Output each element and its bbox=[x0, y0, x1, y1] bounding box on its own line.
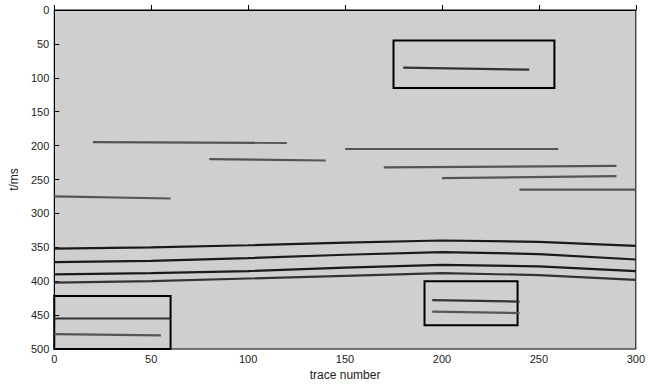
svg-text:100: 100 bbox=[31, 72, 49, 84]
svg-text:500: 500 bbox=[31, 343, 49, 355]
svg-text:150: 150 bbox=[31, 106, 49, 118]
svg-text:250: 250 bbox=[530, 353, 548, 365]
svg-text:350: 350 bbox=[31, 241, 49, 253]
svg-text:0: 0 bbox=[43, 4, 49, 16]
svg-text:250: 250 bbox=[31, 174, 49, 186]
svg-text:300: 300 bbox=[627, 353, 645, 365]
svg-text:50: 50 bbox=[37, 38, 49, 50]
svg-text:150: 150 bbox=[336, 353, 354, 365]
svg-text:300: 300 bbox=[31, 207, 49, 219]
svg-text:t/ms: t/ms bbox=[7, 168, 21, 191]
svg-text:200: 200 bbox=[31, 140, 49, 152]
svg-text:450: 450 bbox=[31, 309, 49, 321]
svg-text:100: 100 bbox=[239, 353, 257, 365]
svg-text:0: 0 bbox=[51, 353, 57, 365]
svg-text:50: 50 bbox=[145, 353, 157, 365]
svg-text:trace number: trace number bbox=[310, 368, 381, 382]
svg-text:400: 400 bbox=[31, 275, 49, 287]
svg-text:200: 200 bbox=[433, 353, 451, 365]
